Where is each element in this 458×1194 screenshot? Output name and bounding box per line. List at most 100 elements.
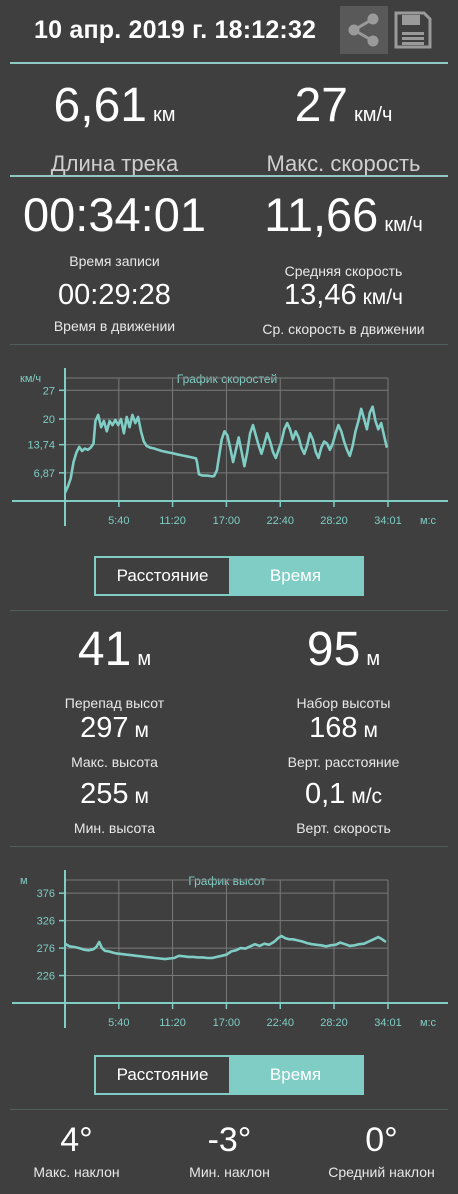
vert-distance-block: 168 м Верт. расстояние	[229, 711, 458, 770]
elevation-gain-block: 95 м Набор высоты	[229, 623, 458, 712]
avg-speed-block: 11,66 км/ч Средняя скорость	[229, 188, 458, 280]
altitude-chart-ytick-label: 376	[37, 888, 55, 900]
elevation-gain-label: Набор высоты	[296, 695, 391, 711]
altitude-chart-xtick-label: 11:20	[159, 1017, 186, 1029]
min-slope-value: -3°	[207, 1121, 252, 1159]
altitude-chart-xtick-label: 34:01	[374, 1017, 402, 1029]
moving-time-label: Время в движении	[53, 318, 176, 334]
avg-speed-label: Средняя скорость	[284, 263, 403, 279]
record-time-value: 00:34:01	[23, 188, 206, 241]
vert-speed-value: 0,1	[304, 778, 346, 810]
speed-chart-ytick-label: 13,74	[27, 440, 55, 452]
record-time-label: Время записи	[69, 253, 160, 269]
altitude-chart-svg: м График высот м:с 5:40 11:20 17:00 22:40 28:20…	[12, 870, 448, 1029]
speed-chart-ytick-label: 6,87	[34, 468, 55, 480]
altitude-chart-axis-toggle: Расстояние Время	[94, 1055, 364, 1095]
altitude-chart-xtick-label: 22:40	[266, 1017, 294, 1029]
elevation-divider	[10, 846, 448, 847]
min-slope-block: -3° Мин. наклон	[153, 1120, 306, 1180]
share-button[interactable]	[340, 6, 388, 54]
max-slope-block: 4° Макс. наклон	[0, 1120, 153, 1180]
elevation-drop-block: 41 м Перепад высот	[0, 623, 229, 712]
altitude-chart-title: График высот	[188, 874, 266, 888]
track-length-label: Длина трека	[50, 151, 179, 176]
speed-chart-xtick-label: 11:20	[159, 515, 186, 527]
avg-slope-label: Средний наклон	[328, 1164, 435, 1180]
moving-avg-speed-label: Ср. скорость в движении	[262, 321, 425, 337]
altitude-chart-xtick-label: 17:00	[213, 1017, 241, 1029]
elevation-gain-unit: м	[366, 648, 381, 670]
max-altitude-label: Макс. высота	[71, 754, 158, 770]
track-datetime: 10 апр. 2019 г. 18:12:32	[34, 16, 317, 44]
min-altitude-value: 255	[80, 778, 129, 810]
speed-toggle-distance[interactable]: Расстояние	[96, 558, 229, 594]
min-altitude-unit: м	[134, 785, 149, 808]
vert-speed-unit: м/с	[351, 785, 383, 808]
altitude-divider	[10, 1109, 448, 1110]
altitude-toggle-distance[interactable]: Расстояние	[96, 1057, 229, 1093]
elevation-drop-unit: м	[137, 648, 152, 670]
speed-toggle-time[interactable]: Время	[229, 558, 362, 594]
altitude-chart-xtick-label: 5:40	[108, 1017, 129, 1029]
vert-distance-value: 168	[309, 712, 358, 744]
speed-chart-xtick-label: 5:40	[108, 515, 129, 527]
altitude-chart-ytick-label: 226	[37, 971, 55, 983]
max-slope-value: 4°	[60, 1121, 93, 1159]
max-slope-label: Макс. наклон	[33, 1164, 120, 1180]
moving-avg-speed-value: 13,46	[284, 279, 357, 311]
vert-distance-label: Верт. расстояние	[287, 754, 400, 770]
moving-avg-speed-unit: км/ч	[362, 286, 403, 309]
altitude-chart-series-line	[64, 934, 387, 961]
avg-speed-unit: км/ч	[384, 214, 423, 236]
altitude-chart-xlabel: м:с	[420, 1017, 437, 1029]
moving-time-block: 00:29:28 Время в движении	[0, 278, 229, 334]
track-length-block: 6,61 км Длина трека	[0, 80, 229, 177]
speed-chart-title: График скоростей	[177, 372, 277, 386]
track-length-value: 6,61	[53, 79, 147, 132]
vert-speed-label: Верт. скорость	[296, 820, 391, 836]
save-button[interactable]	[389, 6, 437, 54]
summary-divider	[10, 175, 448, 177]
speed-chart-xlabel: м:с	[420, 515, 437, 527]
speed-chart-axis-toggle: Расстояние Время	[94, 556, 364, 596]
altitude-chart: м График высот м:с 5:40 11:20 17:00 22:40 28:20…	[12, 862, 448, 1037]
save-icon	[394, 11, 432, 49]
speed-chart-xtick-label: 17:00	[213, 515, 241, 527]
altitude-chart-ytick-label: 326	[37, 916, 55, 928]
speed-chart: км/ч График скоростей м:с 5:40 11:20 17:00 22:…	[12, 360, 448, 535]
min-slope-label: Мин. наклон	[189, 1164, 270, 1180]
moving-avg-speed-block: 13,46 км/ч Ср. скорость в движении	[229, 278, 458, 337]
speed-chart-series-line	[63, 405, 389, 494]
avg-slope-value: 0°	[365, 1121, 398, 1159]
speed-chart-ytick-label: 20	[43, 414, 55, 426]
avg-speed-value: 11,66	[264, 188, 379, 241]
header-divider	[10, 62, 448, 64]
max-altitude-value: 297	[80, 712, 129, 744]
speed-chart-ytick-label: 27	[43, 385, 55, 397]
altitude-chart-xtick-label: 28:20	[320, 1017, 348, 1029]
elevation-drop-value: 41	[77, 623, 132, 676]
max-altitude-block: 297 м Макс. высота	[0, 711, 229, 770]
avg-slope-block: 0° Средний наклон	[305, 1120, 458, 1180]
max-speed-label: Макс. скорость	[266, 151, 421, 176]
time-divider	[10, 344, 448, 345]
speed-chart-xtick-label: 22:40	[266, 515, 294, 527]
max-altitude-unit: м	[134, 719, 149, 742]
elevation-gain-value: 95	[306, 623, 361, 676]
speed-chart-xtick-label: 34:01	[374, 515, 402, 527]
vert-speed-block: 0,1 м/с Верт. скорость	[229, 777, 458, 836]
elevation-drop-label: Перепад высот	[64, 695, 165, 711]
vert-distance-unit: м	[363, 719, 378, 742]
share-icon	[348, 13, 379, 47]
max-speed-value: 27	[294, 79, 348, 132]
speed-chart-ylabel: км/ч	[20, 373, 41, 385]
altitude-toggle-time[interactable]: Время	[229, 1057, 362, 1093]
max-speed-unit: км/ч	[353, 104, 393, 126]
speed-divider	[10, 610, 448, 611]
moving-time-value: 00:29:28	[58, 279, 171, 311]
record-time-block: 00:34:01 Время записи	[0, 188, 229, 270]
header-bar: 10 апр. 2019 г. 18:12:32	[0, 0, 458, 64]
speed-chart-svg: км/ч График скоростей м:с 5:40 11:20 17:00 22:…	[12, 368, 448, 527]
max-speed-block: 27 км/ч Макс. скорость	[229, 80, 458, 177]
track-length-unit: км	[152, 104, 176, 126]
